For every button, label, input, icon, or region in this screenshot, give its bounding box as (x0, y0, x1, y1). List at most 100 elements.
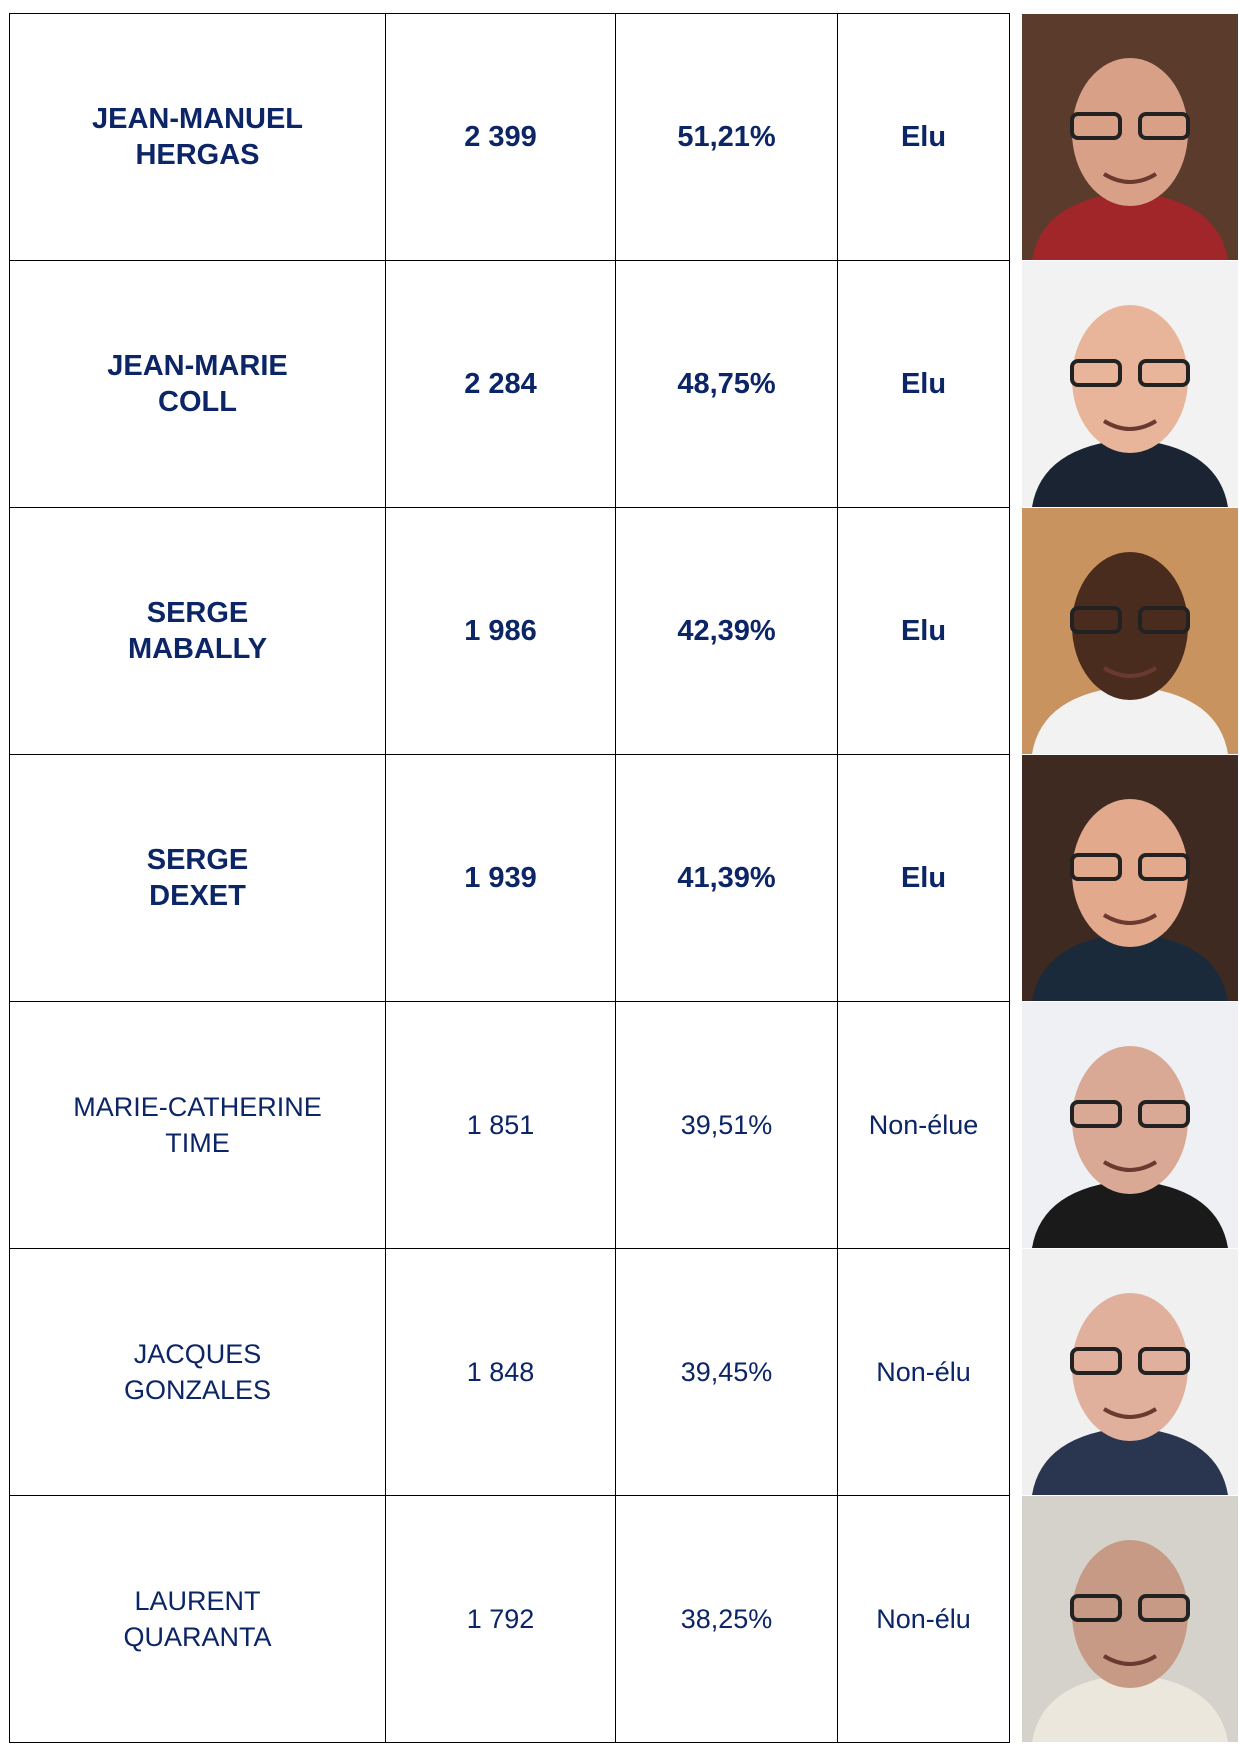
percent: 51,21% (677, 121, 776, 153)
face (1072, 552, 1188, 700)
status: Non-élu (876, 1357, 971, 1387)
status: Elu (900, 862, 947, 894)
status-cell: Non-élue (837, 1001, 1010, 1249)
name-line: COLL (158, 386, 237, 418)
candidate-row: SERGE DEXET 1 939 41,39% Elu (9, 754, 1238, 1002)
glasses (1138, 1594, 1190, 1622)
votes-cell: 1 792 (385, 1495, 616, 1743)
percent-cell: 41,39% (615, 754, 838, 1002)
name-line: TIME (165, 1128, 230, 1158)
glasses (1138, 1100, 1190, 1128)
candidate-row: MARIE-CATHERINE TIME 1 851 39,51% Non-élue (9, 1001, 1238, 1249)
percent-cell: 38,25% (615, 1495, 838, 1743)
percent-cell: 39,45% (615, 1248, 838, 1496)
mouth (1102, 419, 1158, 431)
mouth (1102, 666, 1158, 678)
glasses (1138, 853, 1190, 881)
votes: 1 792 (466, 1604, 535, 1634)
glasses (1070, 1347, 1122, 1375)
photo-cell (1009, 260, 1238, 508)
votes-cell: 1 939 (385, 754, 616, 1002)
photo-cell (1009, 1495, 1238, 1743)
percent-cell: 39,51% (615, 1001, 838, 1249)
name-line: HERGAS (135, 139, 260, 171)
shoulders (1032, 439, 1228, 507)
photo (1022, 755, 1238, 1001)
percent: 39,45% (680, 1357, 773, 1387)
face (1072, 1046, 1188, 1194)
photo-cell (1009, 13, 1238, 261)
votes-cell: 1 848 (385, 1248, 616, 1496)
portrait (1022, 1002, 1238, 1248)
glasses (1138, 359, 1190, 387)
shoulders (1032, 192, 1228, 260)
shoulders (1032, 1427, 1228, 1495)
percent: 38,25% (680, 1604, 773, 1634)
name-line: SERGE (146, 844, 249, 876)
status: Elu (900, 615, 947, 647)
votes: 2 399 (464, 121, 537, 153)
photo (1022, 1002, 1238, 1248)
mouth (1102, 1654, 1158, 1666)
photo (1022, 1496, 1238, 1742)
name-cell: SERGE MABALLY (9, 507, 386, 755)
photo (1022, 1249, 1238, 1495)
status: Elu (900, 368, 947, 400)
status-cell: Elu (837, 260, 1010, 508)
status: Non-élue (868, 1110, 979, 1140)
name-line: MARIE-CATHERINE (73, 1092, 322, 1122)
status-cell: Elu (837, 754, 1010, 1002)
results-table: JEAN-MANUEL HERGAS 2 399 51,21% Elu JEAN-MAR… (9, 13, 1238, 1743)
votes-cell: 1 851 (385, 1001, 616, 1249)
shoulders (1032, 686, 1228, 754)
glasses (1138, 112, 1190, 140)
photo-cell (1009, 1001, 1238, 1249)
portrait (1022, 1496, 1238, 1742)
name-line: SERGE (146, 597, 249, 629)
name-line: DEXET (149, 880, 246, 912)
glasses (1070, 853, 1122, 881)
name-cell: SERGE DEXET (9, 754, 386, 1002)
glasses (1070, 359, 1122, 387)
name-line: QUARANTA (123, 1622, 272, 1652)
photo-cell (1009, 1248, 1238, 1496)
portrait (1022, 755, 1238, 1001)
shoulders (1032, 1674, 1228, 1742)
glasses (1070, 1100, 1122, 1128)
votes-cell: 1 986 (385, 507, 616, 755)
candidate-row: LAURENT QUARANTA 1 792 38,25% Non-élu (9, 1495, 1238, 1743)
candidate-row: SERGE MABALLY 1 986 42,39% Elu (9, 507, 1238, 755)
status-cell: Elu (837, 13, 1010, 261)
photo (1022, 261, 1238, 507)
votes: 1 848 (466, 1357, 535, 1387)
votes: 2 284 (464, 368, 537, 400)
face (1072, 305, 1188, 453)
mouth (1102, 1407, 1158, 1419)
votes-cell: 2 399 (385, 13, 616, 261)
glasses (1138, 606, 1190, 634)
name-line: LAURENT (134, 1586, 261, 1616)
photo-cell (1009, 507, 1238, 755)
mouth (1102, 1160, 1158, 1172)
percent-cell: 51,21% (615, 13, 838, 261)
name-cell: JACQUES GONZALES (9, 1248, 386, 1496)
status-cell: Non-élu (837, 1495, 1010, 1743)
name-cell: MARIE-CATHERINE TIME (9, 1001, 386, 1249)
name-line: JEAN-MANUEL (91, 103, 304, 135)
face (1072, 1540, 1188, 1688)
face (1072, 799, 1188, 947)
status: Elu (900, 121, 947, 153)
name-cell: JEAN-MANUEL HERGAS (9, 13, 386, 261)
candidate-row: JEAN-MANUEL HERGAS 2 399 51,21% Elu (9, 13, 1238, 261)
percent: 42,39% (677, 615, 776, 647)
name-cell: LAURENT QUARANTA (9, 1495, 386, 1743)
status-cell: Elu (837, 507, 1010, 755)
photo-cell (1009, 754, 1238, 1002)
glasses (1138, 1347, 1190, 1375)
glasses (1070, 606, 1122, 634)
name-line: MABALLY (127, 633, 268, 665)
shoulders (1032, 1180, 1228, 1248)
votes-cell: 2 284 (385, 260, 616, 508)
face (1072, 58, 1188, 206)
